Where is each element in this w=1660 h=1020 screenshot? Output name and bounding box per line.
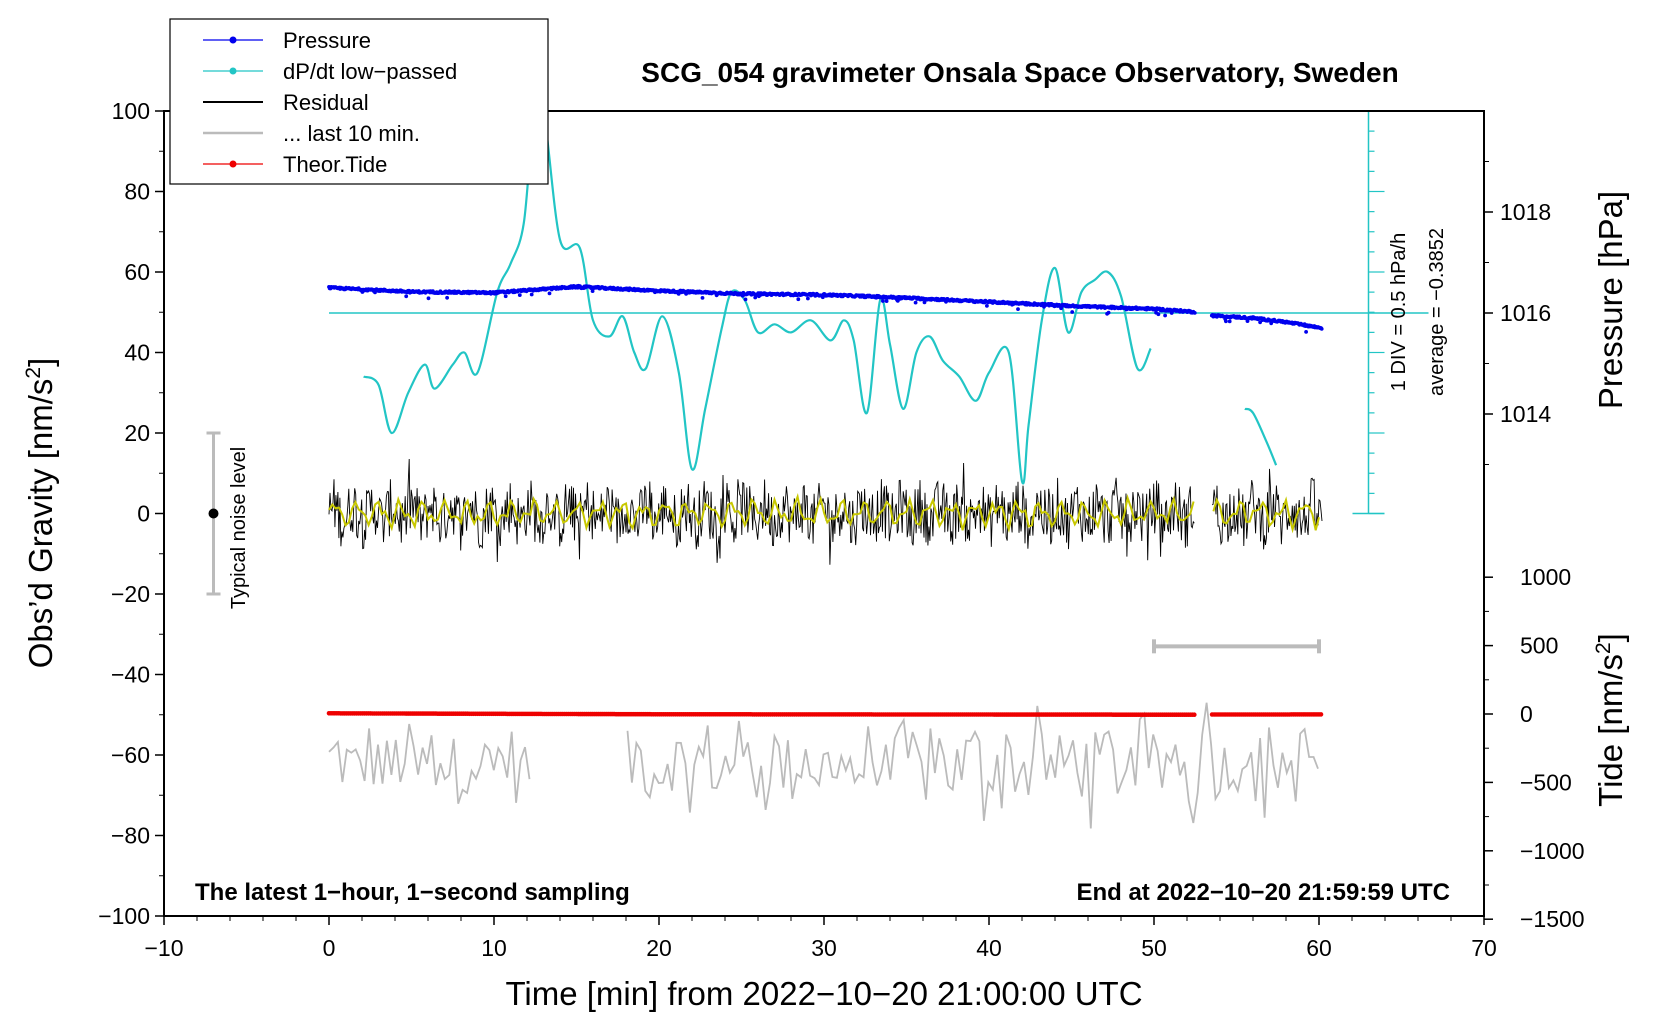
series-theor-tide-point xyxy=(1318,712,1324,717)
y-tick-label: −40 xyxy=(111,662,150,688)
tick-layer: −10 0 10 20 30 40 50 60 70100806040200−20−40−60−… xyxy=(98,98,1584,961)
series-pressure-point xyxy=(590,289,595,293)
x-tick-label: 30 xyxy=(811,935,837,961)
x-tick-label: −10 xyxy=(144,935,183,961)
series-pressure-point xyxy=(922,300,927,305)
legend-label-dpdt: dP/dt low−passed xyxy=(283,59,457,84)
x-axis-title: Time [min] from 2022−10−20 21:00:00 UTC xyxy=(505,975,1142,1012)
x-tick-label: 70 xyxy=(1471,935,1497,961)
y-tick-label: −80 xyxy=(111,823,150,849)
series-pressure-point xyxy=(1163,313,1167,318)
y-tick-label: 60 xyxy=(124,259,150,285)
pressure-tick-label: 1016 xyxy=(1500,300,1551,326)
y-tick-label: 100 xyxy=(112,98,150,124)
annotation-sampling: The latest 1−hour, 1−second sampling xyxy=(195,879,630,906)
series-dpdt xyxy=(363,98,1152,485)
x-tick-label: 50 xyxy=(1141,935,1167,961)
tide-tick-label: −500 xyxy=(1520,769,1572,795)
series-pressure-point xyxy=(700,296,705,300)
legend: Pressure dP/dt low−passed Residual ... l… xyxy=(169,18,549,185)
chart-title: SCG_054 gravimeter Onsala Space Observat… xyxy=(641,57,1398,88)
y-tick-label: −100 xyxy=(98,903,150,929)
annotation-noise-level: Typical noise level xyxy=(228,447,250,609)
series-pressure-point xyxy=(445,295,449,300)
noise-bar-center xyxy=(208,508,219,519)
y-tick-label: −20 xyxy=(111,581,150,607)
y-axis-title-pressure: Pressure [hPa] xyxy=(1592,191,1629,409)
series-last-10-min xyxy=(328,702,1319,829)
series-pressure-point xyxy=(796,297,801,302)
series-pressure-point xyxy=(547,291,552,296)
series-pressure-point xyxy=(426,296,431,301)
series-pressure-point xyxy=(1192,311,1197,315)
series-pressure-point xyxy=(1319,327,1324,331)
y-tick-label: 80 xyxy=(124,179,150,205)
series-theor-tide-point xyxy=(1192,712,1197,717)
y-axis-title-left: Obs’d Gravity [nm/s2] xyxy=(22,358,59,669)
annotation-average: average = −0.3852 xyxy=(1426,228,1448,396)
series-pressure-point xyxy=(884,299,889,303)
pressure-tick-label: 1014 xyxy=(1500,401,1551,427)
series-pressure-point xyxy=(913,300,918,305)
legend-label-pressure: Pressure xyxy=(283,28,371,53)
tide-tick-label: −1500 xyxy=(1520,906,1585,932)
series-dpdt-tail xyxy=(1244,407,1278,466)
series-pressure-point xyxy=(806,296,810,301)
x-tick-label: 0 xyxy=(323,935,336,961)
x-tick-label: 60 xyxy=(1306,935,1332,961)
series-residual-smoothed xyxy=(328,493,1320,534)
legend-label-last10: ... last 10 min. xyxy=(283,121,420,146)
series-pressure-point xyxy=(503,294,508,299)
series-pressure-point xyxy=(881,299,885,303)
pressure-tick-label: 1018 xyxy=(1500,199,1551,225)
series-pressure-point xyxy=(404,294,409,299)
series-pressure-point xyxy=(743,297,748,302)
x-tick-label: 10 xyxy=(481,935,507,961)
y-tick-label: −60 xyxy=(111,742,150,768)
series-theor-tide-group xyxy=(326,711,1324,717)
series-pressure-point xyxy=(1304,330,1308,334)
legend-label-residual: Residual xyxy=(283,90,369,115)
x-tick-label: 40 xyxy=(976,935,1002,961)
x-tick-label: 20 xyxy=(646,935,672,961)
series-pressure-point xyxy=(1070,310,1075,314)
y-tick-label: 20 xyxy=(124,420,150,446)
series-pressure-point xyxy=(1156,312,1161,317)
annotation-div: 1 DIV = 0.5 hPa/h xyxy=(1388,233,1410,391)
series-pressure-point xyxy=(1016,307,1020,311)
y-tick-label: 40 xyxy=(124,340,150,366)
series-pressure-point xyxy=(985,304,989,308)
series-pressure-point xyxy=(1227,319,1232,324)
legend-marker-tide xyxy=(229,160,237,168)
series-pressure-point xyxy=(1224,319,1228,324)
legend-marker-pressure xyxy=(229,36,237,44)
y-tick-label: 0 xyxy=(137,501,150,527)
data-layer xyxy=(206,98,1429,829)
series-pressure-point xyxy=(517,293,522,297)
legend-marker-dpdt xyxy=(229,67,237,75)
series-pressure-group xyxy=(327,283,1324,334)
tide-tick-label: −1000 xyxy=(1520,838,1585,864)
legend-label-tide: Theor.Tide xyxy=(283,152,387,177)
tide-tick-label: 500 xyxy=(1520,633,1558,659)
tide-tick-label: 1000 xyxy=(1520,564,1571,590)
y-axis-title-tide: Tide [nm/s2] xyxy=(1592,633,1629,807)
series-residual xyxy=(328,458,1323,565)
series-pressure-point xyxy=(529,292,534,297)
tide-tick-label: 0 xyxy=(1520,701,1533,727)
annotation-end-time: End at 2022−10−20 21:59:59 UTC xyxy=(1076,879,1450,906)
series-pressure-point xyxy=(1106,310,1111,315)
